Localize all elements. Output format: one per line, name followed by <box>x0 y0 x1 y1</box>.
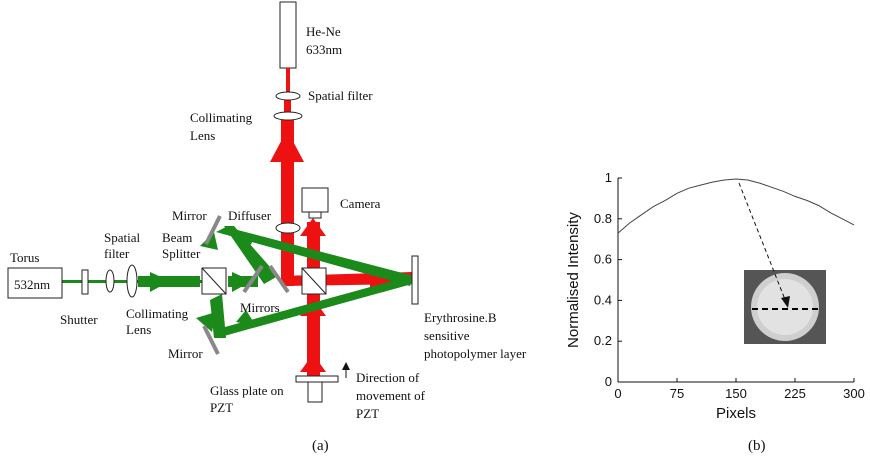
spatial-filter-green <box>105 269 115 293</box>
direction-label-2: movement of <box>356 388 426 403</box>
x-tick-label: 75 <box>670 386 684 401</box>
sample-label-2: sensitive <box>424 328 470 343</box>
mirror-middle-1 <box>242 264 264 294</box>
direction-label-1: Direction of <box>356 370 420 385</box>
collimating-lens-top-label-2: Lens <box>190 128 215 143</box>
glass-plate-label-1: Glass plate on <box>210 383 284 398</box>
y-tick-label: 1 <box>605 170 612 185</box>
beam-splitter-label-1: Beam <box>162 230 192 245</box>
collimating-lens-red <box>273 111 303 121</box>
torus-wavelength-label: 532nm <box>14 277 50 292</box>
mirror-top-label: Mirror <box>172 208 207 223</box>
y-tick-label: 0.2 <box>594 333 612 348</box>
y-axis-label: Normalised Intensity <box>565 212 582 348</box>
caption-a: (a) <box>312 438 329 454</box>
direction-arrow-icon <box>342 362 350 378</box>
collimating-lens-green <box>126 264 138 298</box>
spatial-filter-left-label-1: Spatial <box>104 230 140 245</box>
camera-label: Camera <box>340 196 381 211</box>
beam-splitter-label-2: Splitter <box>162 246 201 261</box>
intensity-series-line <box>617 178 855 234</box>
mirrors-label: Mirrors <box>240 300 280 315</box>
y-tick-label: 0.4 <box>594 292 612 307</box>
mirror-middle-2 <box>268 264 290 294</box>
camera-lens <box>308 211 322 219</box>
direction-label-3: PZT <box>356 406 379 421</box>
glass-plate-label-2: PZT <box>210 400 233 415</box>
x-tick-label: 225 <box>784 386 806 401</box>
y-tick-label: 0.8 <box>594 211 612 226</box>
green-beam-arrows <box>150 232 256 332</box>
diffuser-label: Diffuser <box>228 208 272 223</box>
spatial-filter-red <box>275 91 301 101</box>
he-ne-laser <box>279 1 297 69</box>
mirror-bottom-label: Mirror <box>168 346 203 361</box>
mirror-bottom <box>202 325 220 355</box>
x-tick-label: 150 <box>725 386 747 401</box>
beam-spot-image-icon <box>744 270 826 344</box>
he-ne-label: He-Ne <box>306 24 341 39</box>
glass-plate <box>295 375 339 383</box>
pzt <box>307 381 323 403</box>
intensity-plot: 0 75 150 225 300 0 0.2 0.4 0.6 0.8 1 Pixels Normal… <box>565 170 865 454</box>
he-ne-wavelength-label: 633nm <box>306 42 342 57</box>
collimating-lens-top-label-1: Collimating <box>190 110 253 125</box>
pointer-arrow-icon <box>738 182 790 308</box>
y-tick-label: 0.6 <box>594 252 612 267</box>
y-tick-label: 0 <box>605 374 612 389</box>
caption-b: (b) <box>748 438 766 454</box>
torus-label: Torus <box>10 250 39 265</box>
mirror-top <box>204 215 222 245</box>
spatial-filter-top-label: Spatial filter <box>308 88 373 103</box>
x-tick-label: 300 <box>843 386 865 401</box>
photopolymer-sample <box>411 255 419 305</box>
collimating-lens-left-label-1: Collimating <box>126 306 189 321</box>
spatial-filter-left-label-2: filter <box>104 246 130 261</box>
sample-label-3: photopolymer layer <box>424 346 527 361</box>
optical-setup-diagram: He-Ne 633nm Spatial filter Collimating L… <box>7 1 527 454</box>
camera-body <box>301 187 329 213</box>
torus-laser <box>7 267 63 299</box>
x-tick-label: 0 <box>614 386 621 401</box>
diffuser <box>275 222 301 234</box>
x-axis-label: Pixels <box>716 405 756 422</box>
collimating-lens-left-label-2: Lens <box>126 322 151 337</box>
shutter-label: Shutter <box>60 312 98 327</box>
plot-ticks: 0 75 150 225 300 0 0.2 0.4 0.6 0.8 1 <box>594 170 865 401</box>
shutter <box>81 269 89 295</box>
sample-label-1: Erythrosine.B <box>424 310 497 325</box>
